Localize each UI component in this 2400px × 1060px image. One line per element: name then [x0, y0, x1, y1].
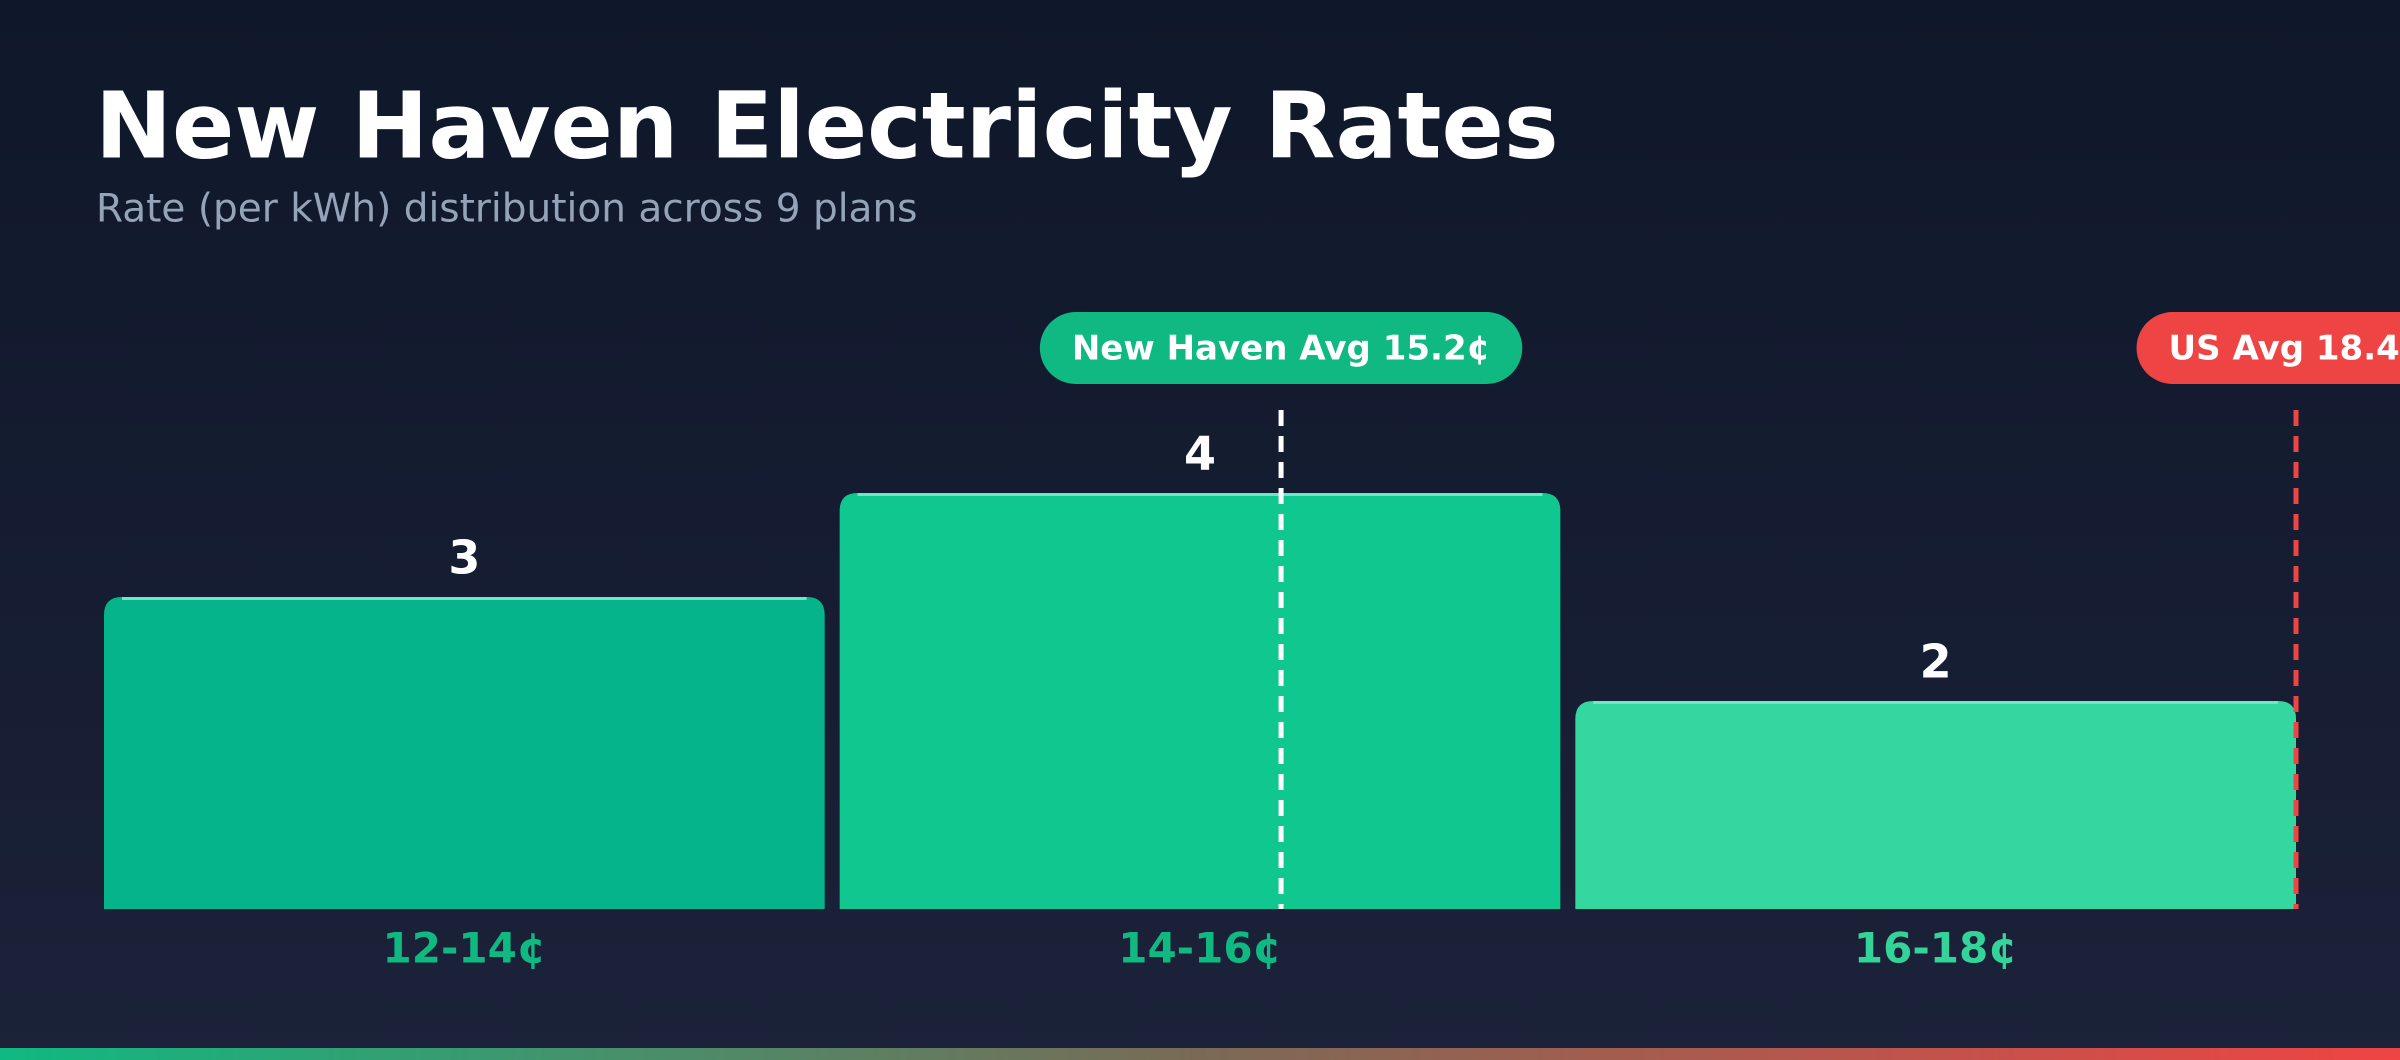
bar	[839, 493, 1561, 909]
value-label: 2	[1920, 635, 1952, 689]
reference-label: US Avg 18.4¢	[2169, 329, 2400, 369]
x-tick-label: 16-18¢	[1854, 924, 2018, 973]
reference-pill	[2136, 312, 2400, 384]
value-label: 3	[448, 531, 480, 585]
x-tick-label: 14-16¢	[1118, 924, 1282, 973]
reference-label: New Haven Avg 15.2¢	[1072, 329, 1490, 369]
bar	[1575, 701, 2296, 909]
x-tick-label: 12-14¢	[383, 924, 547, 973]
bar	[104, 597, 825, 909]
value-label: 4	[1184, 427, 1216, 481]
reference-pill	[1039, 312, 1523, 384]
chart-title: New Haven Electricity Rates	[95, 72, 1559, 179]
chart-subtitle: Rate (per kWh) distribution across 9 pla…	[96, 187, 918, 232]
accent-bar	[0, 1048, 2400, 1060]
